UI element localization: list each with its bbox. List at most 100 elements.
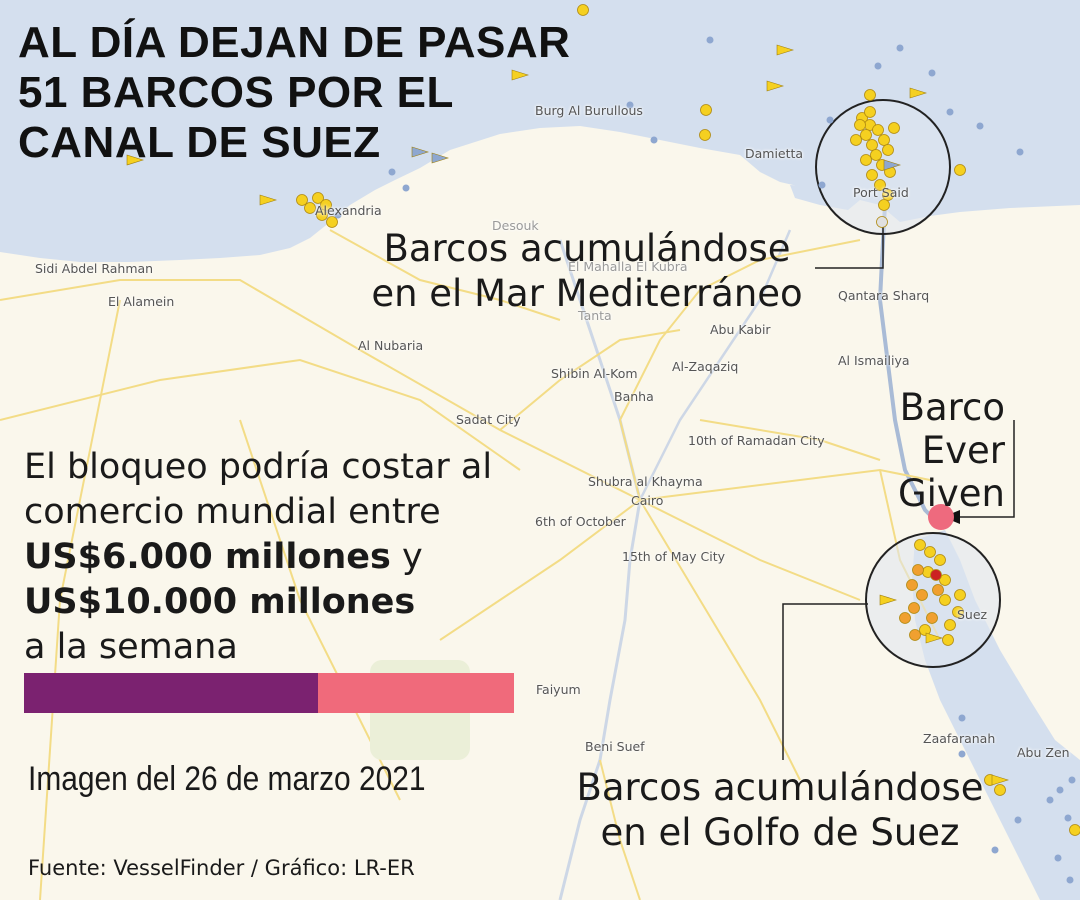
ship-dot (932, 584, 944, 596)
suez-canal (877, 204, 937, 522)
ship-dot (882, 189, 894, 201)
ship-callout: Barco Ever Given (805, 386, 1005, 515)
ship-heading-icon (776, 44, 795, 56)
ship-dot (1016, 148, 1024, 156)
ship-dot (699, 129, 711, 141)
label-6th-of-october: 6th of October (535, 514, 626, 529)
ship-heading-icon (879, 594, 898, 606)
ship-dot (946, 108, 954, 116)
label-el-alamein: El Alamein (108, 294, 175, 309)
source-credit: Fuente: VesselFinder / Gráfico: LR-ER (28, 856, 415, 880)
ship-dot (991, 846, 999, 854)
ship-dot (1014, 816, 1022, 824)
ship-dot (878, 134, 890, 146)
ship-dot (1054, 854, 1062, 862)
cost-line-3: US$6.000 millones y (24, 535, 544, 580)
label-al-ismailiya: Al Ismailiya (838, 353, 910, 368)
cost-line-5: a la semana (24, 627, 238, 667)
ship-dot (388, 168, 396, 176)
cost-bar-low-segment (24, 673, 318, 713)
ship-heading-icon (909, 87, 928, 99)
ship-dot (860, 129, 872, 141)
ship-heading-icon (991, 774, 1010, 786)
ship-dot (650, 136, 658, 144)
label-tanta: Tanta (578, 308, 612, 323)
ship-dot (906, 579, 918, 591)
ship-dot (316, 209, 328, 221)
ship-markers (126, 4, 1080, 884)
cost-line-4: US$10.000 millones (24, 580, 544, 625)
ship-dot (939, 594, 951, 606)
ship-dot (826, 116, 834, 124)
ship-dot (878, 199, 890, 211)
ship-heading-icon (259, 194, 278, 206)
cost-bar-high-segment (318, 673, 514, 713)
gulf-zoom-circle (865, 532, 1001, 668)
ship-dot (1066, 876, 1074, 884)
headline-line-2: 51 BARCOS POR EL (18, 68, 454, 117)
label-cairo: Cairo (631, 493, 664, 508)
nile-branch (638, 229, 792, 501)
ship-dot (888, 122, 900, 134)
label-suez: Suez (957, 607, 988, 622)
ship-dot (899, 612, 911, 624)
ship-dot (944, 619, 956, 631)
cost-bar (24, 673, 514, 713)
label-10th-of-ramadan: 10th of Ramadan City (688, 433, 825, 448)
ship-dot (818, 181, 826, 189)
label-shibin-al-kom: Shibin Al-Kom (551, 366, 638, 381)
ship-dot (1046, 796, 1054, 804)
ship-heading-icon (431, 152, 450, 164)
label-al-zaqaziq: Al-Zaqaziq (672, 359, 739, 374)
ship-dot (909, 629, 921, 641)
cost-line-1: El bloqueo podría costar al (24, 447, 493, 487)
ship-dot (1068, 776, 1076, 784)
label-zaafaranah: Zaafaranah (923, 731, 996, 746)
ship-dot (934, 554, 946, 566)
ship-heading-icon (126, 154, 145, 166)
med-callout-line-2: en el Mar Mediterráneo (371, 272, 803, 315)
ship-dot (1069, 824, 1080, 836)
label-el-mahalla: El Mahalla El Kubra (568, 259, 688, 274)
ship-dot (908, 602, 920, 614)
ship-callout-line-2: Ever Given (897, 429, 1005, 515)
ship-dot (958, 750, 966, 758)
ship-dot (312, 192, 324, 204)
ship-heading-icon (411, 146, 430, 158)
label-banha: Banha (614, 389, 654, 404)
ship-dot (914, 539, 926, 551)
gulf-leader-line (782, 603, 868, 760)
gulf-callout-line-1: Barcos acumulándose (576, 766, 984, 809)
nile-river (558, 239, 642, 900)
ship-dot (874, 179, 886, 191)
cost-conjunction: y (390, 537, 423, 577)
ship-heading-icon (766, 80, 785, 92)
label-abu-kabir: Abu Kabir (710, 322, 771, 337)
label-shubra: Shubra al Khayma (588, 474, 703, 489)
ship-dot (976, 122, 984, 130)
ship-dot (919, 624, 931, 636)
ship-dot (304, 202, 316, 214)
label-sadat-city: Sadat City (456, 412, 521, 427)
ship-dot (577, 4, 589, 16)
ship-dot (882, 144, 894, 156)
label-burg-al-burullous: Burg Al Burullous (535, 103, 643, 118)
label-al-nubaria: Al Nubaria (358, 338, 424, 353)
ship-dot (864, 106, 876, 118)
med-leader-line (815, 225, 884, 269)
gulf-callout-line-2: en el Golfo de Suez (600, 811, 960, 854)
ship-dot (954, 589, 966, 601)
headline: AL DÍA DEJAN DE PASAR 51 BARCOS POR EL C… (18, 18, 578, 168)
ship-dot (402, 184, 410, 192)
roads (0, 229, 941, 900)
ship-dot (334, 211, 342, 219)
ship-dot (320, 199, 332, 211)
ship-dot (296, 194, 308, 206)
ship-dot (942, 634, 954, 646)
ship-dot (870, 149, 882, 161)
ship-dot (706, 36, 714, 44)
ship-dot (1056, 786, 1064, 794)
label-sidi-abdel-rahman: Sidi Abdel Rahman (35, 261, 154, 276)
ship-dot (930, 569, 942, 581)
